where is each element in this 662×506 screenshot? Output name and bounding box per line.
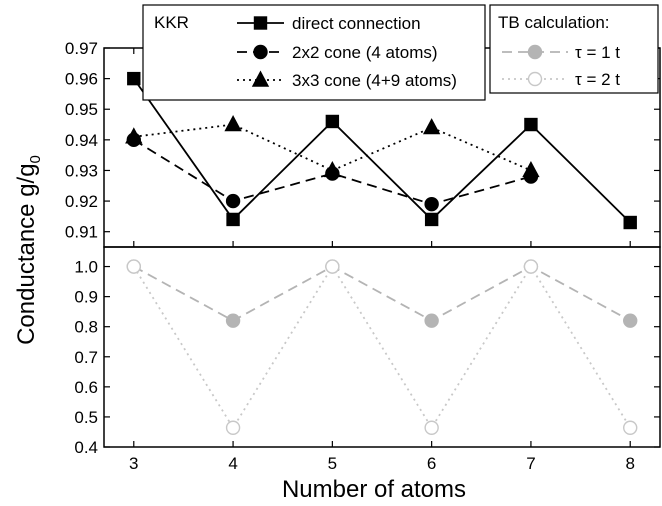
legend-label-top-1: 2x2 cone (4 atoms) bbox=[292, 43, 438, 62]
plot-frames bbox=[103, 47, 661, 448]
series-line-bottom-1 bbox=[133, 264, 631, 430]
series-line-bottom-0 bbox=[133, 265, 631, 322]
data-point-top-2 bbox=[125, 127, 143, 144]
plot-frame-bottom bbox=[103, 246, 661, 448]
data-point-top-2 bbox=[422, 118, 441, 135]
y-axis-title-main: Conductance g/g bbox=[13, 163, 40, 344]
data-point-top-2 bbox=[522, 160, 540, 178]
legend-label-top-2: 3x3 cone (4+9 atoms) bbox=[292, 71, 457, 90]
y-axis-title-subscript: 0 bbox=[27, 155, 44, 163]
legend-title-top: KKR bbox=[154, 13, 189, 32]
series-line-top-1 bbox=[133, 139, 532, 206]
x-tick-label: 4 bbox=[228, 454, 237, 473]
data-point-top-1 bbox=[225, 193, 241, 209]
y-tick-label-bottom: 0.7 bbox=[74, 348, 98, 367]
data-point-bottom-1 bbox=[325, 259, 340, 274]
data-point-top-1 bbox=[424, 196, 439, 212]
legend-marker-bottom-0 bbox=[527, 44, 543, 60]
data-point-top-0 bbox=[623, 215, 637, 230]
y-tick-label-top: 0.96 bbox=[65, 70, 98, 89]
data-point-top-2 bbox=[224, 115, 242, 132]
data-point-bottom-0 bbox=[225, 313, 241, 328]
legend-marker-bottom-1 bbox=[527, 71, 543, 87]
x-tick-label: 3 bbox=[129, 454, 138, 473]
data-point-top-0 bbox=[325, 114, 340, 129]
series-line-top-0 bbox=[133, 78, 631, 224]
legend-label-top-0: direct connection bbox=[292, 14, 421, 33]
x-tick-label: 7 bbox=[526, 454, 535, 473]
data-point-top-0 bbox=[226, 212, 240, 227]
data-series bbox=[125, 71, 638, 435]
data-point-bottom-0 bbox=[424, 313, 439, 328]
y-tick-label-bottom: 0.9 bbox=[74, 288, 98, 307]
legend-box-bottom bbox=[489, 4, 659, 94]
x-tick-label: 5 bbox=[328, 454, 337, 473]
y-tick-label-top: 0.97 bbox=[65, 39, 98, 58]
legend-box-top bbox=[142, 4, 486, 101]
y-tick-label-top: 0.92 bbox=[65, 192, 98, 211]
data-point-top-2 bbox=[323, 160, 342, 178]
legend-label-bottom-1: τ = 2 t bbox=[575, 70, 620, 89]
data-point-bottom-1 bbox=[623, 420, 638, 435]
legend-label-bottom-0: τ = 1 t bbox=[575, 43, 620, 62]
y-axis-title: Conductance g/g0 bbox=[13, 155, 44, 345]
axis-ticks: 0.910.920.930.940.950.960.970.40.50.60.7… bbox=[65, 39, 660, 473]
data-point-bottom-1 bbox=[523, 259, 539, 274]
y-tick-label-bottom: 0.5 bbox=[74, 408, 98, 427]
y-tick-label-top: 0.94 bbox=[65, 131, 98, 150]
x-tick-label: 6 bbox=[427, 454, 436, 473]
data-point-bottom-1 bbox=[225, 420, 241, 435]
y-tick-label-top: 0.91 bbox=[65, 223, 98, 242]
series-line-top-2 bbox=[133, 123, 532, 172]
legend-marker-top-2 bbox=[251, 70, 270, 87]
y-tick-label-bottom: 1.0 bbox=[74, 258, 98, 277]
y-tick-label-bottom: 0.8 bbox=[74, 318, 98, 337]
data-point-bottom-1 bbox=[424, 420, 439, 435]
y-tick-label-bottom: 0.6 bbox=[74, 378, 98, 397]
data-point-bottom-1 bbox=[126, 259, 141, 274]
x-tick-label: 8 bbox=[625, 454, 634, 473]
data-point-bottom-0 bbox=[623, 313, 638, 328]
legend-title-bottom: TB calculation: bbox=[498, 13, 610, 32]
y-tick-label-top: 0.95 bbox=[65, 100, 98, 119]
data-point-top-0 bbox=[127, 71, 141, 86]
data-point-top-0 bbox=[524, 117, 538, 132]
legend-marker-top-1 bbox=[253, 44, 268, 60]
legend: KKR direct connection 2x2 cone (4 atoms) 3x… bbox=[142, 4, 659, 101]
y-tick-label-bottom: 0.4 bbox=[74, 438, 98, 457]
data-point-top-0 bbox=[424, 212, 439, 227]
y-tick-label-top: 0.93 bbox=[65, 161, 98, 180]
legend-marker-top-0 bbox=[253, 16, 268, 30]
x-axis-title: Number of atoms bbox=[282, 476, 466, 503]
